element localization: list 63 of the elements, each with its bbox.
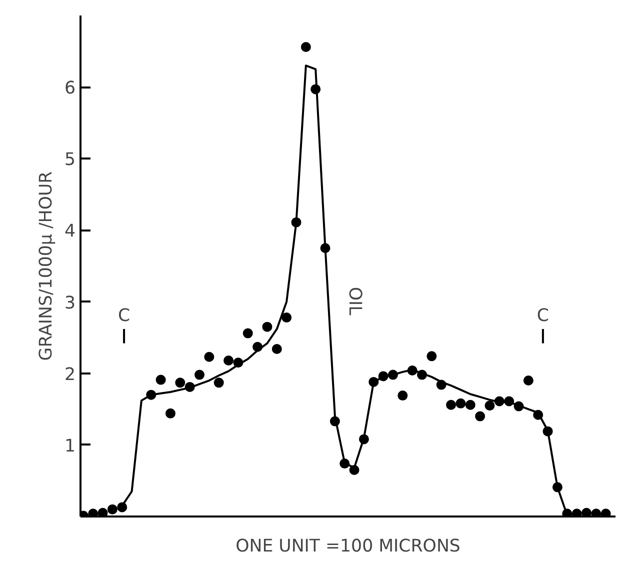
point	[533, 410, 544, 420]
point	[233, 358, 244, 368]
point	[456, 398, 466, 408]
point	[320, 243, 330, 254]
point	[523, 376, 534, 386]
point	[184, 382, 195, 392]
point	[117, 502, 128, 512]
point	[504, 396, 514, 406]
point	[358, 434, 369, 444]
point	[165, 408, 176, 418]
point	[398, 390, 408, 401]
point	[436, 380, 446, 390]
point	[282, 312, 292, 323]
point	[98, 508, 108, 516]
y-tick-label: 5	[64, 150, 76, 170]
point	[407, 366, 418, 376]
y-tick-label: 2	[64, 364, 76, 385]
point	[262, 322, 272, 332]
y-tick-label: 4	[64, 222, 76, 242]
annotation: OIL	[344, 286, 364, 316]
x-axis-title: ONE UNIT =100 MICRONS	[236, 536, 460, 556]
point	[446, 400, 456, 410]
point	[224, 355, 234, 366]
point	[562, 508, 572, 516]
point	[552, 482, 562, 492]
point	[214, 378, 224, 388]
y-tick-label: 3	[64, 293, 76, 314]
point	[175, 378, 186, 388]
point	[252, 342, 263, 352]
point	[581, 508, 592, 516]
point	[378, 371, 388, 382]
point	[465, 400, 476, 410]
point	[340, 458, 350, 469]
point	[330, 416, 340, 426]
point	[194, 370, 204, 380]
annotation: C	[118, 306, 130, 326]
y-axis-title: GRAINS/1000μ /HOUR	[36, 171, 56, 361]
point	[417, 370, 428, 380]
point	[388, 370, 398, 380]
point	[349, 464, 360, 475]
point	[514, 401, 524, 412]
point	[242, 328, 253, 338]
y-tick-label: 1	[64, 436, 76, 456]
point	[310, 84, 321, 94]
point	[475, 411, 486, 422]
point	[272, 344, 282, 354]
point	[88, 508, 98, 516]
point	[494, 396, 504, 406]
y-tick-label: 6	[64, 78, 76, 99]
point	[572, 508, 582, 516]
point	[204, 352, 214, 362]
point	[368, 376, 379, 387]
point	[484, 400, 495, 411]
point	[600, 508, 611, 516]
annotation: C	[536, 306, 549, 326]
point	[542, 426, 553, 436]
point	[591, 508, 602, 516]
point	[300, 42, 311, 52]
point	[156, 374, 166, 385]
point	[426, 351, 437, 362]
point	[146, 390, 156, 400]
point	[291, 217, 302, 228]
point	[107, 504, 118, 514]
